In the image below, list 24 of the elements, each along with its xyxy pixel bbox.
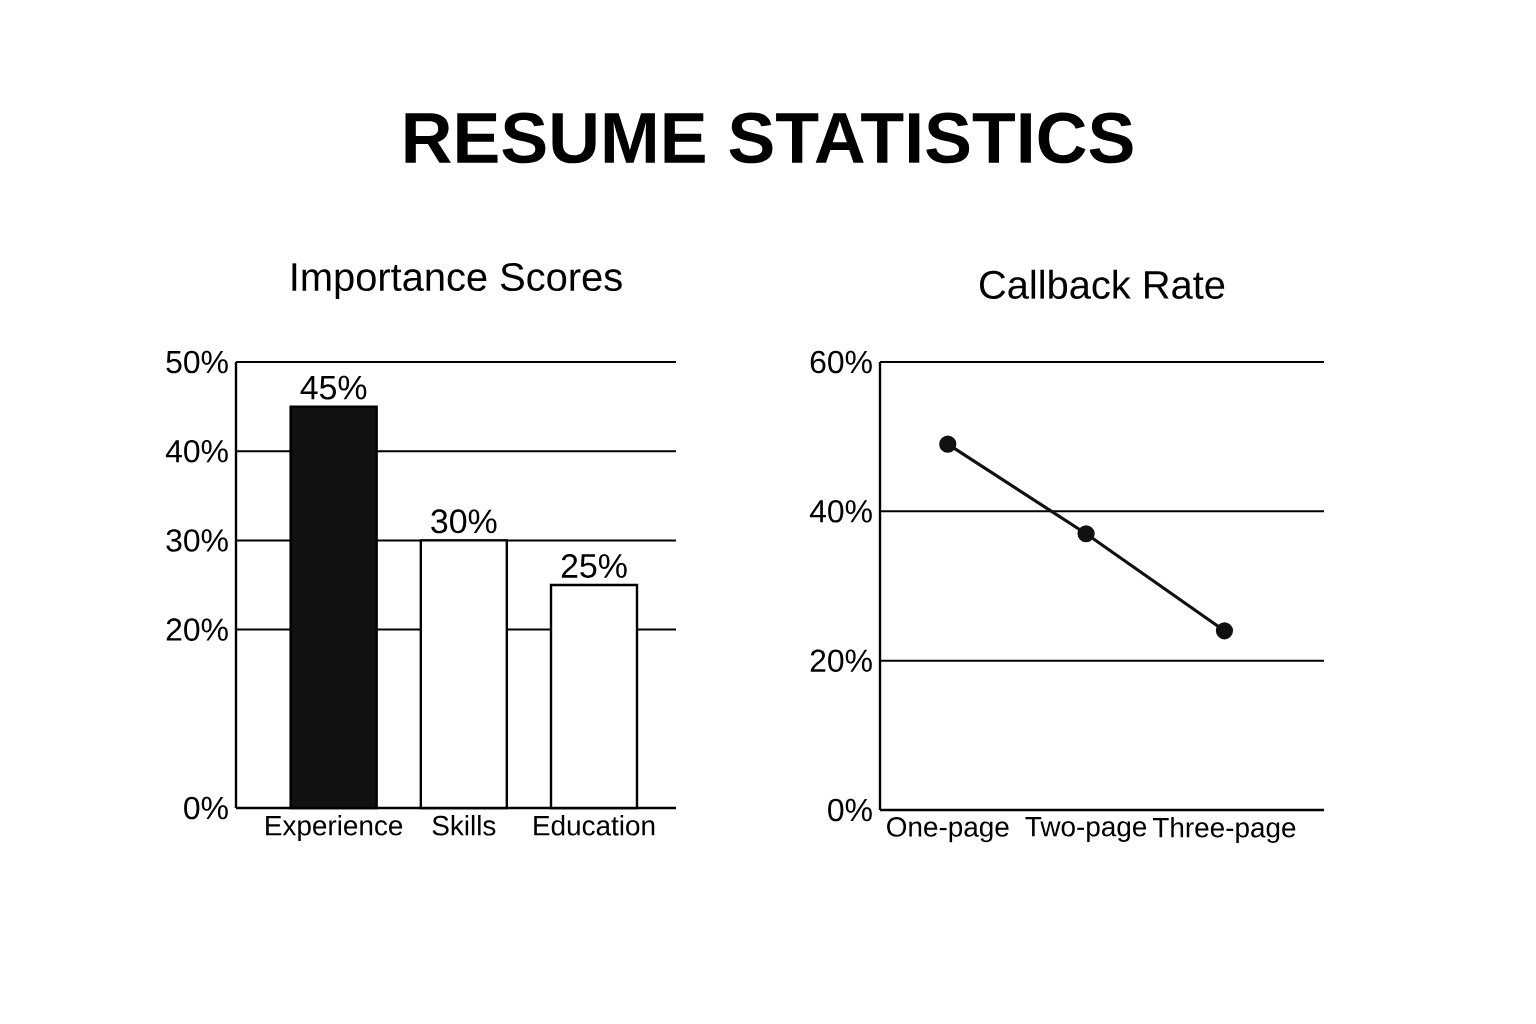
text: RESUME STATISTICS xyxy=(405,112,1133,164)
y-tick-label: 30% xyxy=(166,529,228,552)
chart-title: Importance Scores xyxy=(292,262,622,300)
y-tick-label: 50% xyxy=(166,350,228,374)
data-label: 30% xyxy=(431,509,497,534)
y-tick-label: 20% xyxy=(810,649,872,672)
x-tick-label: Education xyxy=(534,815,655,836)
y-tick-label: 20% xyxy=(166,618,228,641)
y-tick-label: 60% xyxy=(810,350,872,374)
point xyxy=(1215,622,1234,640)
data-label: 25% xyxy=(561,553,627,578)
x-tick-label: Skills xyxy=(432,815,496,836)
y-tick-label: 0% xyxy=(184,796,228,820)
x-tick-label: One-page xyxy=(887,817,1009,843)
y-tick-label: 40% xyxy=(809,500,872,523)
y-tick-label: 40% xyxy=(165,439,228,463)
x-tick-label: Three-page xyxy=(1152,817,1296,844)
point xyxy=(939,435,957,453)
x-tick-label: Two-page xyxy=(1025,817,1147,843)
x-tick-label: Experience xyxy=(266,815,403,842)
chart-title: Callback Rate xyxy=(980,269,1225,299)
y-tick-label: 0% xyxy=(828,798,872,822)
data-label: 45% xyxy=(300,375,367,400)
point xyxy=(1077,525,1095,543)
